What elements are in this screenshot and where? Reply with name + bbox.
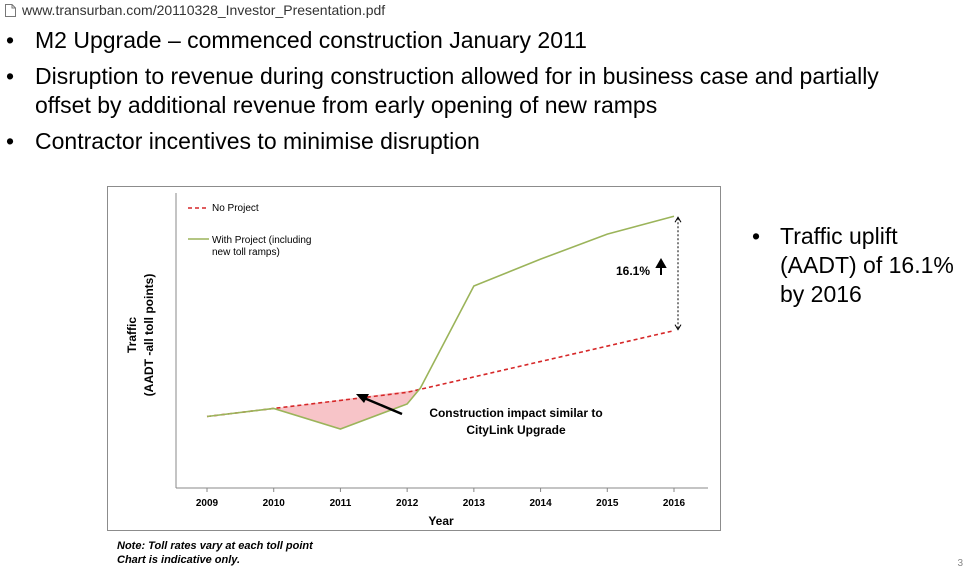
legend-label-no-project: No Project <box>212 203 259 214</box>
bullet-dot: • <box>6 27 15 53</box>
impact-pointer-arrow <box>363 396 403 416</box>
impact-pointer-arrowhead <box>356 394 369 403</box>
axis-layer <box>175 193 708 489</box>
chart-frame: 2009 2010 2011 2012 2013 2014 2015 2016 Year Tr… <box>107 186 721 531</box>
x-tick-label: 2013 <box>463 498 486 509</box>
x-axis-label: Year <box>428 514 454 528</box>
bullet-item: • M2 Upgrade – commenced construction Jan… <box>0 26 925 55</box>
bullet-text: Disruption to revenue during constructio… <box>35 63 879 118</box>
annotation-layer: 16.1% Construction impact similar to Cit… <box>356 216 682 437</box>
document-icon <box>5 3 16 17</box>
up-arrow-icon <box>655 257 667 275</box>
y-axis-label-line2: (AADT -all toll points) <box>142 274 156 397</box>
legend: No Project With Project (including new t… <box>188 203 311 258</box>
legend-label-with-project-line2: new toll ramps) <box>212 247 280 258</box>
footnote-line1: Note: Toll rates vary at each toll point <box>117 540 313 552</box>
bullet-list: • M2 Upgrade – commenced construction Jan… <box>0 26 963 163</box>
impact-label-line2: CityLink Upgrade <box>466 423 566 437</box>
footnote: Note: Toll rates vary at each toll point… <box>117 539 313 567</box>
bullet-text: Contractor incentives to minimise disrup… <box>35 128 480 154</box>
url-bar: www.transurban.com/20110328_Investor_Pre… <box>0 0 963 20</box>
x-tick-label: 2010 <box>263 498 286 509</box>
x-tick-label: 2009 <box>196 498 219 509</box>
uplift-dimension-arrowhead-top <box>674 216 682 223</box>
page-number: 3 <box>957 558 963 569</box>
series-line-no-project <box>206 329 675 418</box>
shade-layer <box>273 387 421 429</box>
side-note-text: Traffic uplift (AADT) of 16.1% by 2016 <box>780 223 954 307</box>
bullet-dot: • <box>752 223 761 249</box>
bullet-dot: • <box>6 128 15 154</box>
uplift-dimension-arrowhead-bottom <box>674 324 682 331</box>
footnote-line2: Chart is indicative only. <box>117 554 241 566</box>
impact-label-line1: Construction impact similar to <box>429 406 602 420</box>
series-line-with-project <box>206 215 675 430</box>
side-note: • Traffic uplift (AADT) of 16.1% by 2016 <box>752 222 962 309</box>
x-tick-label: 2011 <box>330 498 352 509</box>
traffic-chart: 2009 2010 2011 2012 2013 2014 2015 2016 Year Tr… <box>125 193 708 528</box>
bullet-item: • Disruption to revenue during constructi… <box>0 62 925 120</box>
bullet-item: • Contractor incentives to minimise disru… <box>0 127 925 156</box>
uplift-label: 16.1% <box>616 264 650 278</box>
x-tick-label: 2016 <box>663 498 686 509</box>
url-text[interactable]: www.transurban.com/20110328_Investor_Pre… <box>22 2 386 18</box>
x-tick-label: 2012 <box>396 498 419 509</box>
tick-layer: 2009 2010 2011 2012 2013 2014 2015 2016 <box>196 488 686 509</box>
construction-impact-area <box>273 387 421 429</box>
legend-label-with-project-line1: With Project (including <box>212 235 311 246</box>
y-axis-label-line1: Traffic <box>125 317 139 353</box>
bullet-dot: • <box>6 63 15 89</box>
bullet-text: M2 Upgrade – commenced construction Janu… <box>35 27 587 53</box>
x-tick-label: 2014 <box>529 498 552 509</box>
x-tick-label: 2015 <box>596 498 619 509</box>
line-layer <box>206 215 675 430</box>
